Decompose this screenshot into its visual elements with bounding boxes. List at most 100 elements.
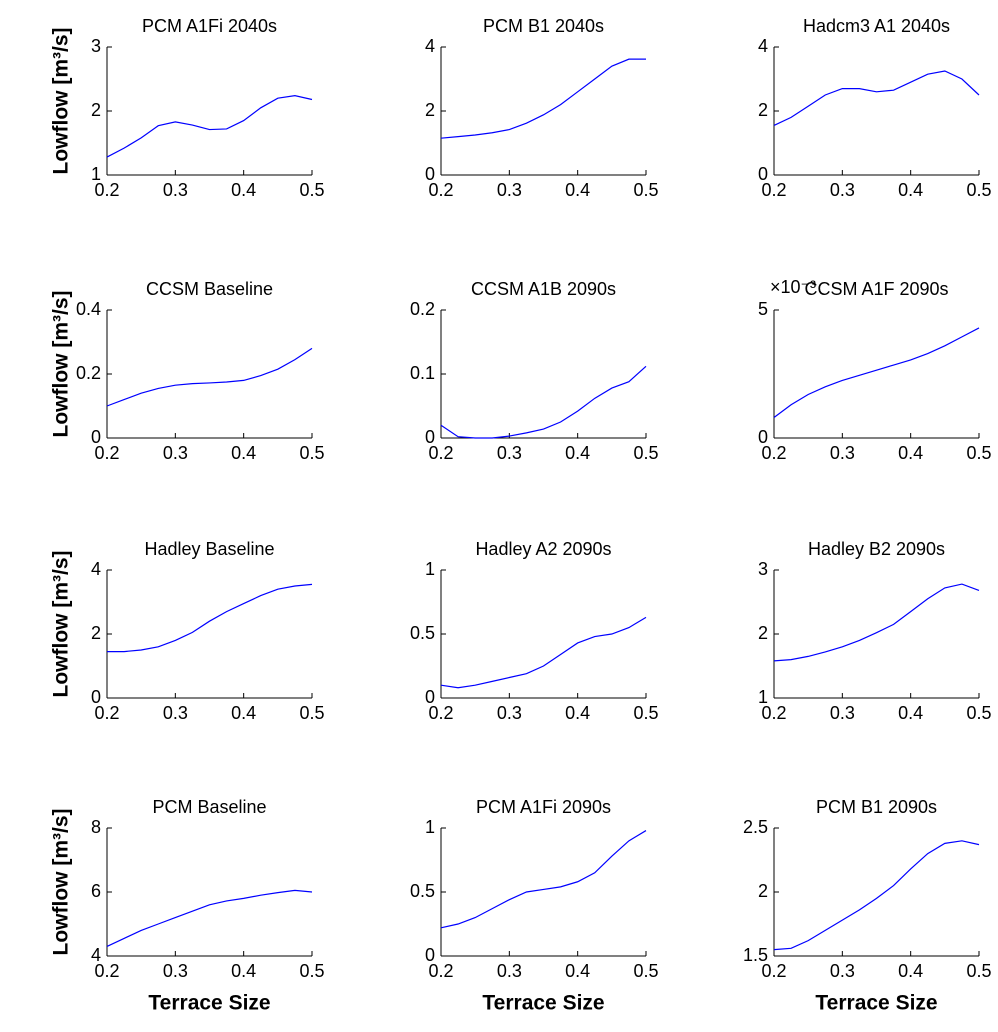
x-tick-label: 0.3: [163, 703, 188, 723]
y-axis-label: Lowflow [m³/s]: [50, 291, 73, 438]
y-tick-label: 0: [758, 164, 768, 184]
x-tick-label: 0.5: [633, 703, 658, 723]
chart-title: CCSM A1F 2090s: [804, 279, 948, 299]
y-tick-label: 3: [758, 559, 768, 579]
y-tick-label: 0: [425, 945, 435, 965]
chart-title: PCM B1 2040s: [483, 16, 604, 36]
x-tick-label: 0.4: [565, 443, 590, 463]
x-tick-label: 0.4: [565, 180, 590, 200]
data-line: [106, 95, 313, 158]
x-tick-label: 0.4: [898, 703, 923, 723]
x-tick-label: 0.2: [428, 443, 453, 463]
x-tick-label: 0.3: [163, 180, 188, 200]
x-tick-label: 0.3: [830, 443, 855, 463]
x-tick-label: 0.5: [299, 703, 324, 723]
y-tick-label: 4: [91, 559, 101, 579]
y-tick-label: 4: [425, 36, 435, 56]
y-tick-label: 4: [91, 945, 101, 965]
x-tick-label: 0.3: [163, 961, 188, 981]
data-line: [107, 583, 313, 653]
x-tick-label: 0.4: [565, 961, 590, 981]
data-line: [106, 889, 313, 947]
x-tick-label: 0.2: [761, 703, 786, 723]
y-tick-label: 0: [425, 687, 435, 707]
data-line: [773, 327, 980, 419]
y-tick-label: 1: [425, 817, 435, 837]
y-tick-label: 0.5: [410, 881, 435, 901]
x-tick-label: 0.4: [231, 443, 256, 463]
x-tick-label: 0.3: [497, 961, 522, 981]
y-tick-label: 0.1: [410, 363, 435, 383]
chart-title: Hadley Baseline: [144, 539, 274, 559]
x-tick-label: 0.2: [94, 180, 119, 200]
data-line: [440, 616, 647, 689]
y-exponent-label: ×10⁻³: [770, 277, 816, 297]
x-tick-label: 0.2: [428, 961, 453, 981]
y-tick-label: 2: [758, 100, 768, 120]
chart-title: Hadley A2 2090s: [475, 539, 611, 559]
x-tick-label: 0.4: [898, 443, 923, 463]
x-tick-label: 0.2: [94, 443, 119, 463]
x-tick-label: 0.5: [299, 180, 324, 200]
x-tick-label: 0.4: [898, 180, 923, 200]
x-tick-label: 0.3: [497, 180, 522, 200]
x-tick-label: 0.4: [231, 703, 256, 723]
x-tick-label: 0.3: [497, 443, 522, 463]
x-tick-label: 0.4: [898, 961, 923, 981]
x-tick-label: 0.3: [497, 703, 522, 723]
x-tick-label: 0.2: [761, 443, 786, 463]
x-tick-label: 0.5: [299, 961, 324, 981]
y-tick-label: 2: [91, 623, 101, 643]
x-tick-label: 0.5: [966, 180, 991, 200]
x-tick-label: 0.4: [231, 180, 256, 200]
x-tick-label: 0.2: [94, 961, 119, 981]
chart-title: PCM Baseline: [152, 797, 266, 817]
y-tick-label: 3: [91, 36, 101, 56]
data-line: [106, 347, 313, 407]
y-tick-label: 0: [91, 687, 101, 707]
x-tick-label: 0.2: [761, 961, 786, 981]
x-tick-label: 0.5: [966, 443, 991, 463]
chart-title: PCM A1Fi 2090s: [476, 797, 611, 817]
x-tick-label: 0.2: [428, 180, 453, 200]
data-line: [440, 365, 647, 439]
x-tick-label: 0.5: [633, 180, 658, 200]
y-axis-label: Lowflow [m³/s]: [50, 551, 73, 698]
y-tick-label: 1: [425, 559, 435, 579]
x-tick-label: 0.5: [633, 961, 658, 981]
x-tick-label: 0.2: [94, 703, 119, 723]
chart-title: Hadcm3 A1 2040s: [803, 16, 950, 36]
y-tick-label: 2: [91, 100, 101, 120]
data-line: [773, 583, 980, 662]
y-tick-label: 0.2: [410, 299, 435, 319]
x-tick-label: 0.5: [966, 703, 991, 723]
x-axis-label: Terrace Size: [482, 992, 604, 1015]
x-tick-label: 0.5: [633, 443, 658, 463]
y-tick-label: 0.4: [76, 299, 101, 319]
y-tick-label: 1: [91, 164, 101, 184]
chart-title: PCM B1 2090s: [816, 797, 937, 817]
y-tick-label: 6: [91, 881, 101, 901]
y-tick-label: 0: [91, 427, 101, 447]
y-tick-label: 2: [425, 100, 435, 120]
x-tick-label: 0.3: [830, 180, 855, 200]
x-tick-label: 0.4: [231, 961, 256, 981]
y-tick-label: 2: [758, 881, 768, 901]
chart-title: CCSM Baseline: [146, 279, 273, 299]
x-tick-label: 0.3: [830, 961, 855, 981]
y-axis-label: Lowflow [m³/s]: [50, 28, 73, 175]
chart-title: CCSM A1B 2090s: [471, 279, 616, 299]
x-tick-label: 0.2: [761, 180, 786, 200]
x-tick-label: 0.4: [565, 703, 590, 723]
data-line: [773, 840, 980, 951]
data-line: [440, 58, 646, 139]
x-tick-label: 0.2: [428, 703, 453, 723]
y-tick-label: 1: [758, 687, 768, 707]
y-tick-label: 0: [425, 427, 435, 447]
x-tick-label: 0.5: [299, 443, 324, 463]
y-tick-label: 0: [758, 427, 768, 447]
y-tick-label: 0: [425, 164, 435, 184]
chart-title: Hadley B2 2090s: [808, 539, 945, 559]
